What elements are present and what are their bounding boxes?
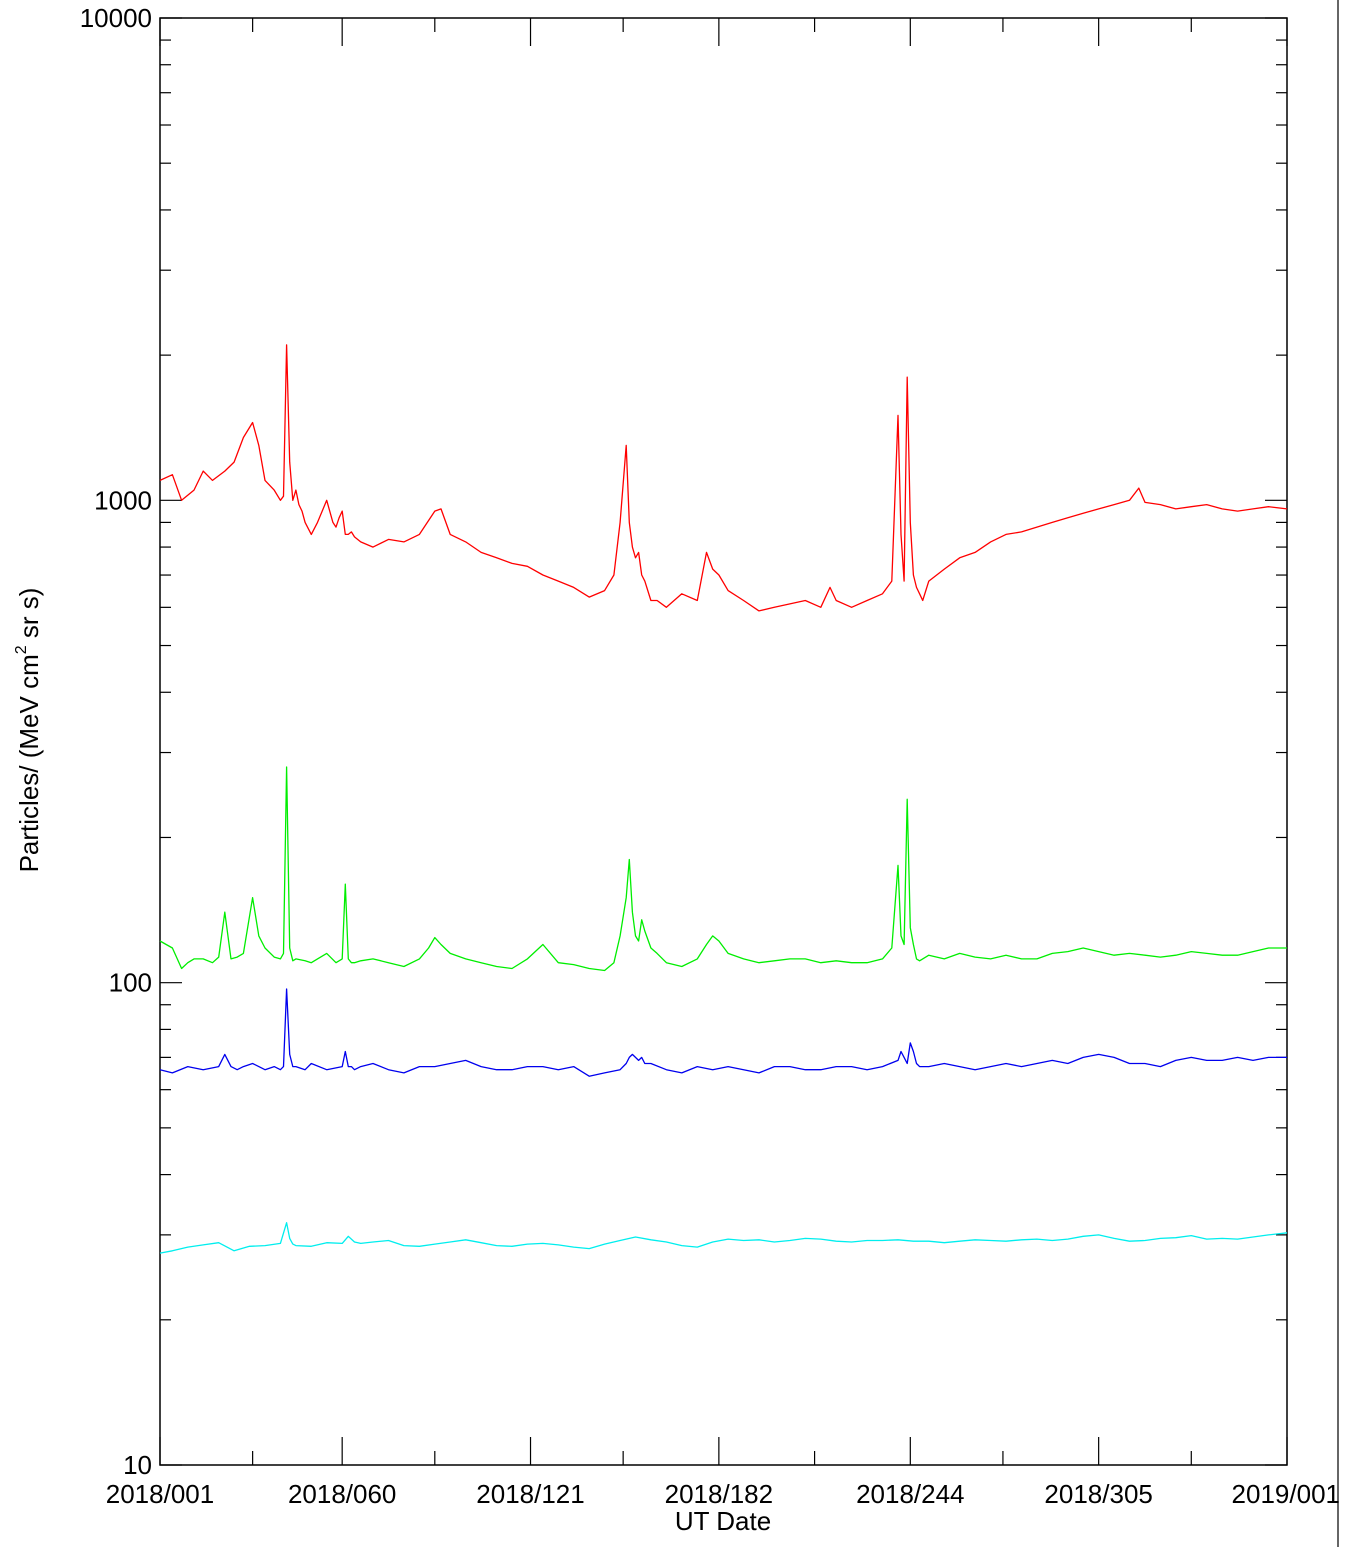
plot-frame (159, 17, 1288, 1466)
x-axis-label: UT Date (675, 1506, 771, 1536)
y-tick-label: 10000 (80, 3, 152, 33)
x-tick-label: 2018/060 (288, 1479, 396, 1509)
series-line-4 (159, 1222, 1288, 1254)
y-axis-label-sup: 2 (13, 645, 30, 654)
plot-area: 10 100 1000 10000 2018/001 2018/060 2018/121 20… (80, 0, 1340, 1547)
y-axis-label: Particles/ (MeV cm2 sr s) (13, 588, 44, 873)
x-tick-label: 2019/001 (1232, 1479, 1340, 1509)
x-tick-label: 2018/182 (665, 1479, 773, 1509)
y-tick-label: 100 (109, 968, 152, 998)
series-line-3 (159, 988, 1287, 1077)
x-tick-label: 2018/305 (1044, 1479, 1152, 1509)
y-axis-label-prefix: Particles/ (MeV cm (14, 654, 44, 872)
y-axis-label-group: Particles/ (MeV cm2 sr s) (13, 588, 44, 873)
x-tick-label: 2018/244 (856, 1479, 964, 1509)
y-axis-label-suffix: sr s) (14, 588, 44, 646)
series-line-1 (159, 344, 1288, 612)
y-tick-label: 1000 (94, 485, 152, 515)
x-tick-label: 2018/001 (106, 1479, 214, 1509)
series-line-2 (159, 766, 1287, 972)
y-tick-label: 10 (123, 1450, 152, 1480)
x-tick-label: 2018/121 (476, 1479, 584, 1509)
